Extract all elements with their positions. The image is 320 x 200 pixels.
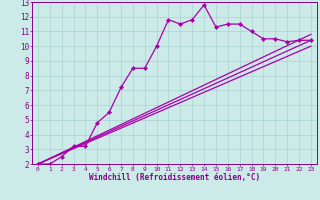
X-axis label: Windchill (Refroidissement éolien,°C): Windchill (Refroidissement éolien,°C)	[89, 173, 260, 182]
